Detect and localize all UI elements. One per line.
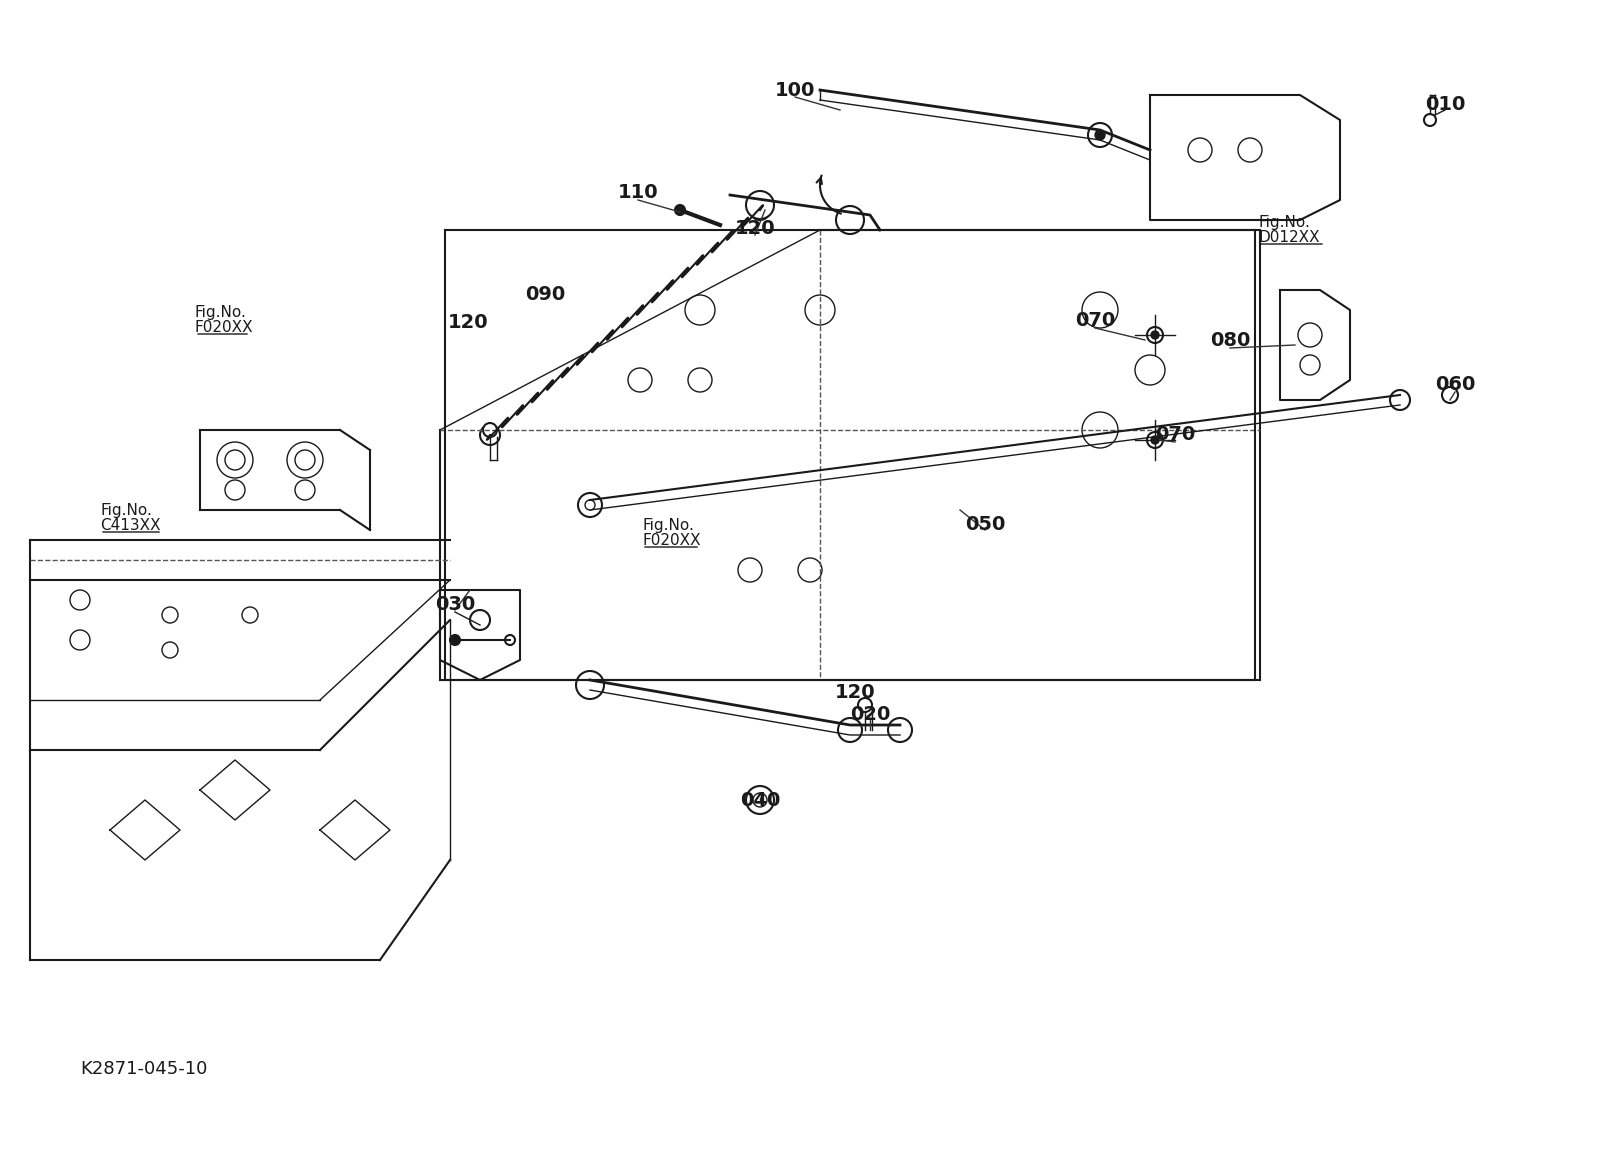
Text: Fig.No.: Fig.No. <box>195 305 246 320</box>
Circle shape <box>738 558 762 582</box>
Circle shape <box>1238 138 1262 163</box>
Circle shape <box>685 295 715 325</box>
Text: D012XX: D012XX <box>1258 230 1320 245</box>
Text: 120: 120 <box>835 684 875 702</box>
Circle shape <box>1150 437 1158 444</box>
Circle shape <box>754 793 766 807</box>
Circle shape <box>1094 130 1106 140</box>
Circle shape <box>805 295 835 325</box>
Circle shape <box>294 450 315 470</box>
Text: 030: 030 <box>435 596 475 614</box>
Text: 060: 060 <box>1435 375 1475 395</box>
Circle shape <box>1390 390 1410 410</box>
Circle shape <box>888 717 912 742</box>
Text: 120: 120 <box>448 313 488 332</box>
Circle shape <box>218 442 253 478</box>
Circle shape <box>470 610 490 630</box>
Text: 050: 050 <box>965 515 1005 534</box>
Circle shape <box>450 635 461 646</box>
Circle shape <box>226 479 245 500</box>
Circle shape <box>1150 331 1158 339</box>
Text: Fig.No.: Fig.No. <box>642 518 694 533</box>
Circle shape <box>1088 123 1112 147</box>
Circle shape <box>1424 114 1437 127</box>
Circle shape <box>70 630 90 650</box>
Text: 090: 090 <box>525 286 565 304</box>
Circle shape <box>576 671 605 699</box>
Circle shape <box>242 607 258 623</box>
Circle shape <box>1442 387 1458 403</box>
Circle shape <box>858 698 872 712</box>
Circle shape <box>294 479 315 500</box>
Text: Fig.No.: Fig.No. <box>1258 215 1310 230</box>
Circle shape <box>480 425 499 445</box>
Text: F020XX: F020XX <box>195 320 254 336</box>
Circle shape <box>1147 327 1163 342</box>
Circle shape <box>1187 138 1213 163</box>
Text: 080: 080 <box>1210 331 1250 349</box>
Text: 040: 040 <box>739 791 781 809</box>
Circle shape <box>746 786 774 814</box>
Circle shape <box>798 558 822 582</box>
Circle shape <box>750 200 770 219</box>
Text: Fig.No.: Fig.No. <box>99 503 152 518</box>
Text: 070: 070 <box>1155 425 1195 445</box>
Circle shape <box>627 368 653 392</box>
Circle shape <box>162 607 178 623</box>
Circle shape <box>506 635 515 646</box>
Circle shape <box>162 642 178 658</box>
Text: K2871-045-10: K2871-045-10 <box>80 1060 208 1079</box>
Circle shape <box>586 500 595 510</box>
Text: F020XX: F020XX <box>642 533 701 548</box>
Circle shape <box>578 493 602 517</box>
Text: 020: 020 <box>850 706 890 724</box>
Circle shape <box>286 442 323 478</box>
Circle shape <box>1134 355 1165 385</box>
Circle shape <box>1299 355 1320 375</box>
Circle shape <box>835 205 864 235</box>
Text: 100: 100 <box>774 80 814 100</box>
Circle shape <box>1082 293 1118 329</box>
Text: C413XX: C413XX <box>99 518 160 533</box>
Circle shape <box>675 205 685 215</box>
Circle shape <box>226 450 245 470</box>
Circle shape <box>70 590 90 610</box>
Circle shape <box>688 368 712 392</box>
Circle shape <box>1082 412 1118 448</box>
Circle shape <box>1298 323 1322 347</box>
Text: 010: 010 <box>1426 95 1466 115</box>
Text: 070: 070 <box>1075 310 1115 330</box>
Circle shape <box>483 423 498 437</box>
Circle shape <box>838 717 862 742</box>
Text: 120: 120 <box>734 218 776 238</box>
Circle shape <box>1147 432 1163 448</box>
Text: 110: 110 <box>618 183 658 202</box>
Circle shape <box>746 192 774 219</box>
